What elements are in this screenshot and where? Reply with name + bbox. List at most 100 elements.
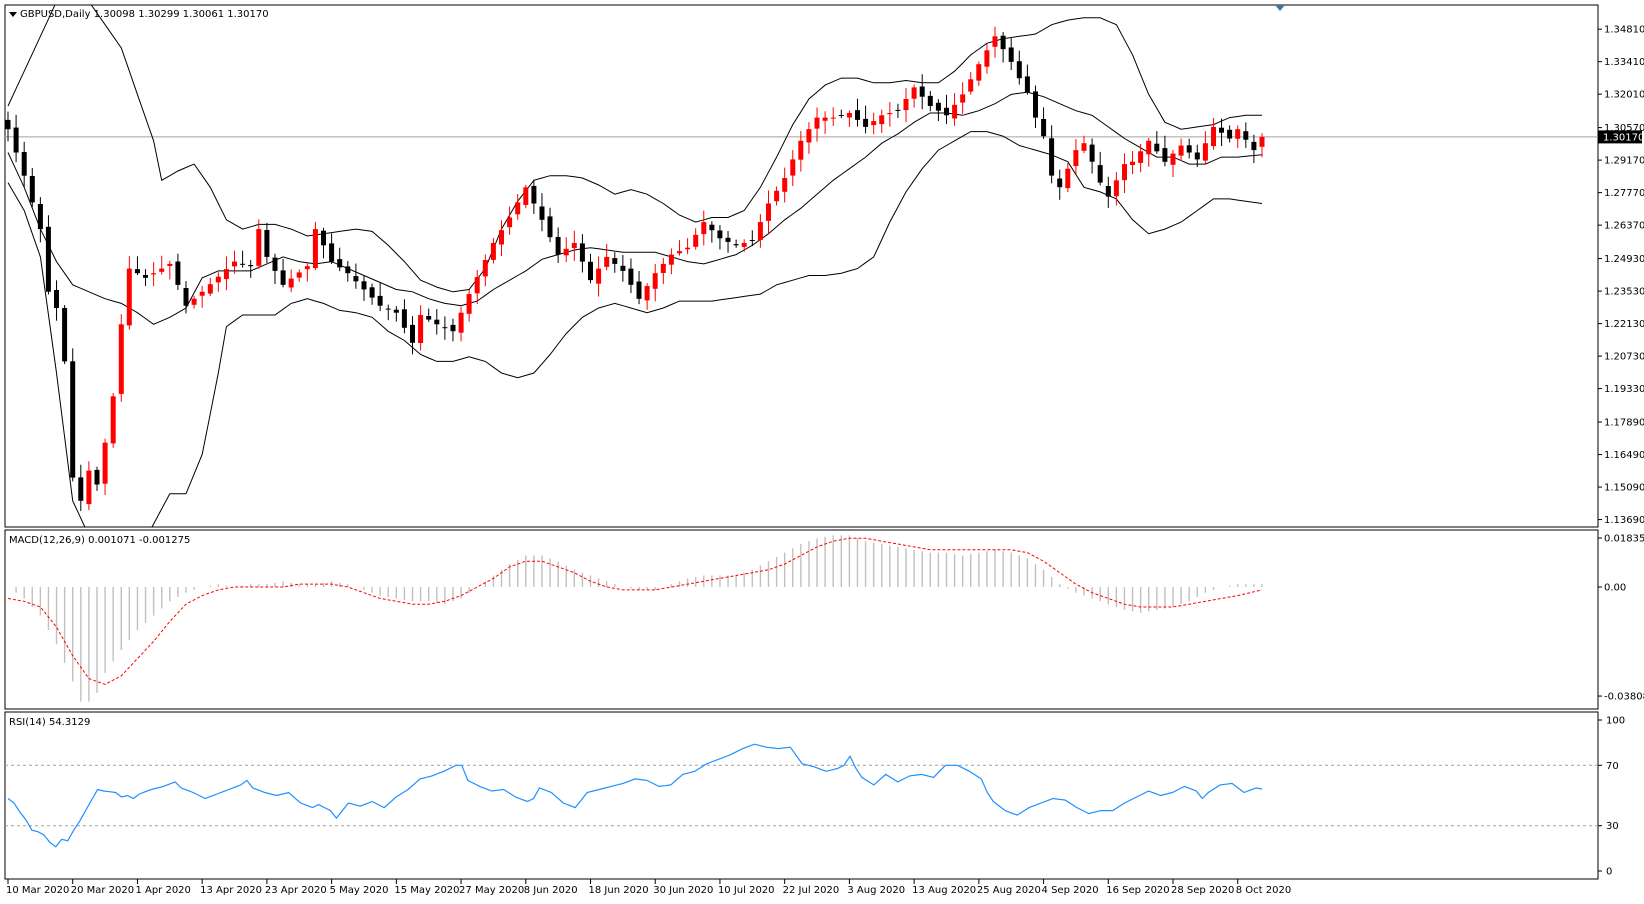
candle-body [790, 159, 796, 176]
candle-body [126, 268, 132, 326]
candle-body [474, 277, 480, 294]
candle-body [159, 268, 165, 272]
candle-body [1138, 151, 1144, 163]
candle-body [1008, 47, 1014, 62]
candle-body [1202, 143, 1208, 161]
macd-axis-label: 0.018355 [1604, 534, 1644, 545]
candle-body [1251, 141, 1257, 151]
candle-body [21, 152, 27, 176]
candle-body [774, 190, 780, 202]
candle-body [1081, 143, 1087, 151]
candle-body [733, 244, 739, 246]
candle-body [782, 178, 788, 192]
candle-body [636, 281, 642, 299]
candle-body [94, 469, 100, 485]
candles [5, 26, 1265, 512]
candle-body [766, 203, 771, 221]
candle-body [1186, 145, 1192, 153]
candle-body [806, 129, 812, 143]
candle-body [798, 140, 804, 160]
candle-body [887, 113, 893, 115]
candle-body [1016, 61, 1022, 79]
price-layer [5, 5, 1598, 527]
candle-body [709, 224, 715, 231]
time-axis-label: 18 Jun 2020 [589, 885, 649, 896]
candle-body [1057, 178, 1063, 188]
candle-body [1227, 129, 1233, 139]
time-axis-label: 1 Apr 2020 [135, 885, 190, 896]
candle-body [846, 113, 852, 118]
candle-body [830, 117, 836, 119]
chart-shift-marker-icon[interactable] [1275, 5, 1285, 11]
candle-body [1235, 129, 1241, 139]
time-axis-label: 25 Aug 2020 [977, 885, 1041, 896]
candle-body [337, 259, 343, 268]
candle-body [167, 263, 173, 266]
candle-body [29, 176, 35, 203]
candle-body [992, 36, 998, 47]
candle-body [660, 263, 666, 273]
price-axis-label: 1.34810 [1604, 25, 1644, 36]
candle-body [911, 87, 917, 99]
price-axis-label: 1.24930 [1604, 254, 1644, 265]
rsi-axis-label: 0 [1606, 867, 1612, 878]
candle-body [919, 86, 925, 97]
price-axis-label: 1.26370 [1604, 221, 1644, 232]
candle-body [1219, 127, 1224, 133]
price-axis-label: 1.27770 [1604, 188, 1644, 199]
candle-body [960, 94, 966, 103]
macd-panel-frame[interactable] [4, 529, 1599, 710]
rsi-panel-frame[interactable] [4, 711, 1599, 880]
candle-body [1041, 119, 1047, 137]
candle-body [523, 187, 529, 205]
time-axis-label: 3 Aug 2020 [847, 885, 905, 896]
time-axis-label: 8 Jun 2020 [524, 885, 578, 896]
time-axis-label: 10 Jul 2020 [718, 885, 775, 896]
price-axis-label: 1.23530 [1604, 287, 1644, 298]
candle-body [871, 121, 877, 126]
candle-body [434, 319, 440, 325]
time-axis-label: 13 Apr 2020 [200, 885, 262, 896]
price-panel-header: GBPUSD,Daily 1.30098 1.30299 1.30061 1.3… [20, 9, 269, 20]
candle-body [863, 118, 869, 127]
price-panel-frame[interactable] [4, 4, 1599, 528]
candle-body [547, 216, 553, 238]
candle-body [668, 254, 674, 265]
candle-body [879, 115, 885, 125]
candle-body [240, 263, 246, 265]
candle-body [426, 316, 432, 320]
candle-body [685, 247, 691, 250]
candle-body [410, 324, 415, 343]
candle-body [563, 248, 569, 256]
candle-body [903, 99, 909, 111]
candle-body [612, 258, 618, 264]
candle-body [199, 291, 205, 296]
rsi-line [7, 743, 1263, 848]
candle-body [1259, 136, 1265, 147]
macd-axis-label: 0.00 [1604, 582, 1626, 593]
candle-body [304, 266, 310, 270]
candle-body [143, 275, 148, 278]
candle-body [1170, 153, 1176, 165]
candle-body [62, 308, 68, 362]
candle-body [1000, 35, 1006, 50]
candle-body [151, 273, 157, 275]
candle-body [280, 270, 286, 285]
candle-body [822, 117, 828, 121]
candle-body [1211, 126, 1216, 146]
candle-body [531, 185, 537, 204]
time-axis-label: 5 May 2020 [330, 885, 389, 896]
price-axis-label: 1.32010 [1604, 90, 1644, 101]
candle-body [13, 127, 19, 153]
macd-axis-label: -0.03808 [1604, 692, 1644, 703]
price-axis-label: 1.19330 [1604, 384, 1644, 395]
candle-body [223, 269, 229, 280]
candle-body [272, 257, 278, 271]
candle-body [1065, 168, 1071, 189]
candle-body [442, 327, 448, 329]
candle-body [644, 286, 650, 301]
candle-body [54, 290, 59, 308]
symbol-menu-triangle-icon[interactable] [9, 12, 17, 17]
